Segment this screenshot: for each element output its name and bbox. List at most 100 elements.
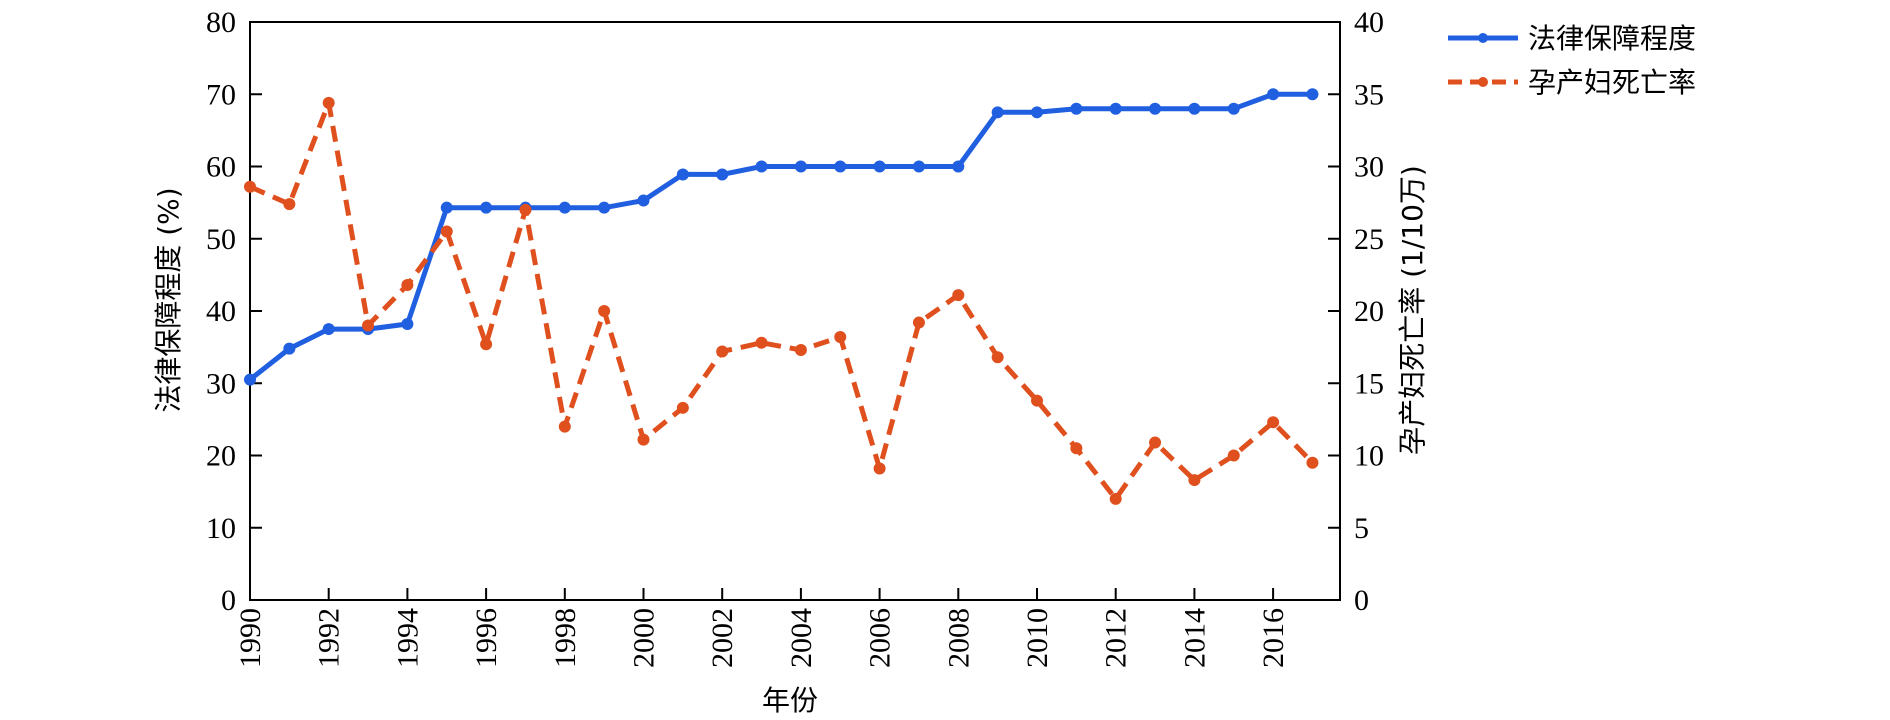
- legend-label-legal-protection: 法律保障程度: [1528, 22, 1696, 55]
- data-point-legal-protection: [440, 201, 453, 214]
- x-axis: 1990 1992 1994 1996 1998 2000 2002 2004 2006 2008…: [234, 588, 1290, 668]
- x-tick-label: 2012: [1100, 608, 1133, 668]
- right-tick-label: 40: [1354, 6, 1384, 39]
- data-point-legal-protection: [1109, 102, 1122, 115]
- left-tick-label: 20: [206, 440, 236, 473]
- data-point-maternal-mortality: [519, 203, 532, 216]
- data-point-maternal-mortality: [952, 289, 965, 302]
- right-tick-label: 10: [1354, 440, 1384, 473]
- x-tick-label: 2002: [706, 608, 739, 668]
- data-point-maternal-mortality: [676, 401, 689, 414]
- data-point-maternal-mortality: [1070, 442, 1083, 455]
- data-point-maternal-mortality: [283, 198, 296, 211]
- data-point-maternal-mortality: [401, 278, 414, 291]
- data-point-maternal-mortality: [480, 338, 493, 351]
- x-tick-label: 2008: [942, 608, 975, 668]
- data-point-maternal-mortality: [637, 433, 650, 446]
- right-tick-label: 30: [1354, 151, 1384, 184]
- x-tick-label: 1990: [234, 608, 267, 668]
- left-tick-label: 30: [206, 367, 236, 400]
- data-point-legal-protection: [834, 160, 847, 173]
- data-point-maternal-mortality: [1149, 436, 1162, 449]
- data-point-maternal-mortality: [912, 316, 925, 329]
- data-point-maternal-mortality: [1227, 449, 1240, 462]
- x-tick-label: 1994: [391, 608, 424, 668]
- data-point-legal-protection: [558, 201, 571, 214]
- data-point-maternal-mortality: [1031, 394, 1044, 407]
- left-tick-label: 50: [206, 223, 236, 256]
- left-tick-label: 80: [206, 6, 236, 39]
- x-tick-label: 2010: [1021, 608, 1054, 668]
- data-point-legal-protection: [637, 194, 650, 207]
- left-tick-label: 40: [206, 295, 236, 328]
- data-point-legal-protection: [244, 373, 256, 386]
- data-point-maternal-mortality: [1109, 492, 1122, 505]
- data-point-maternal-mortality: [362, 319, 375, 332]
- right-axis-title: 孕产妇死亡率 (1/10万): [1396, 165, 1429, 455]
- left-y-axis: 0 10 20 30 40 50 60 70 80: [206, 6, 262, 617]
- data-point-maternal-mortality: [440, 225, 453, 238]
- data-point-legal-protection: [1149, 102, 1162, 115]
- data-point-legal-protection: [598, 201, 611, 214]
- data-point-maternal-mortality: [598, 305, 611, 317]
- x-tick-label: 1998: [549, 608, 582, 668]
- series-line-legal-protection: [248, 91, 1313, 382]
- data-point-legal-protection: [283, 342, 296, 355]
- data-point-legal-protection: [873, 160, 886, 173]
- legend-marker-legal-protection: [1478, 33, 1488, 43]
- right-y-axis: 0 5 10 15 20 25 30 35 40: [1328, 6, 1384, 617]
- series-layer: [244, 88, 1319, 505]
- right-tick-label: 20: [1354, 295, 1384, 328]
- right-tick-label: 25: [1354, 223, 1384, 256]
- data-point-legal-protection: [952, 160, 965, 173]
- x-axis-title: 年份: [762, 684, 818, 717]
- series-line-maternal-mortality: [248, 100, 1315, 502]
- x-tick-label: 2016: [1257, 608, 1290, 668]
- data-point-maternal-mortality: [558, 420, 571, 433]
- data-point-legal-protection: [912, 160, 925, 173]
- left-tick-label: 60: [206, 151, 236, 184]
- right-tick-label: 0: [1354, 584, 1369, 617]
- x-tick-label: 2000: [628, 608, 661, 668]
- data-point-legal-protection: [716, 168, 729, 181]
- data-point-legal-protection: [1227, 102, 1240, 115]
- data-point-legal-protection: [1267, 88, 1280, 101]
- x-tick-label: 2004: [785, 608, 818, 668]
- data-point-maternal-mortality: [1306, 456, 1319, 469]
- left-tick-label: 10: [206, 512, 236, 545]
- data-point-legal-protection: [1188, 102, 1201, 115]
- right-tick-label: 15: [1354, 367, 1384, 400]
- data-point-legal-protection: [480, 201, 493, 214]
- data-point-maternal-mortality: [755, 336, 768, 349]
- data-point-maternal-mortality: [716, 345, 729, 358]
- left-tick-label: 70: [206, 78, 236, 111]
- data-point-legal-protection: [991, 106, 1004, 119]
- data-point-legal-protection: [755, 160, 768, 173]
- legend-label-maternal-mortality: 孕产妇死亡率: [1528, 66, 1696, 99]
- right-tick-label: 35: [1354, 78, 1384, 111]
- data-point-maternal-mortality: [1267, 416, 1280, 429]
- data-point-maternal-mortality: [873, 462, 886, 475]
- legend: 法律保障程度 孕产妇死亡率: [1448, 22, 1696, 99]
- right-tick-label: 5: [1354, 512, 1369, 545]
- data-point-maternal-mortality: [322, 96, 335, 109]
- data-point-maternal-mortality: [834, 331, 847, 344]
- x-tick-label: 2006: [864, 608, 897, 668]
- data-point-legal-protection: [794, 160, 807, 173]
- data-point-legal-protection: [1306, 88, 1319, 101]
- data-point-maternal-mortality: [244, 180, 256, 193]
- data-point-legal-protection: [1070, 102, 1083, 115]
- data-point-legal-protection: [1031, 106, 1044, 119]
- legend-marker-maternal-mortality: [1478, 77, 1488, 87]
- legend-item-legal-protection: 法律保障程度: [1448, 22, 1696, 55]
- data-point-legal-protection: [322, 323, 335, 336]
- data-point-legal-protection: [401, 318, 414, 331]
- data-point-maternal-mortality: [1188, 474, 1201, 487]
- x-tick-label: 1992: [313, 608, 346, 668]
- left-tick-label: 0: [221, 584, 236, 617]
- data-point-maternal-mortality: [991, 351, 1004, 364]
- left-axis-title: 法律保障程度 (%): [152, 187, 185, 412]
- data-point-legal-protection: [676, 168, 689, 181]
- x-tick-label: 1996: [470, 608, 503, 668]
